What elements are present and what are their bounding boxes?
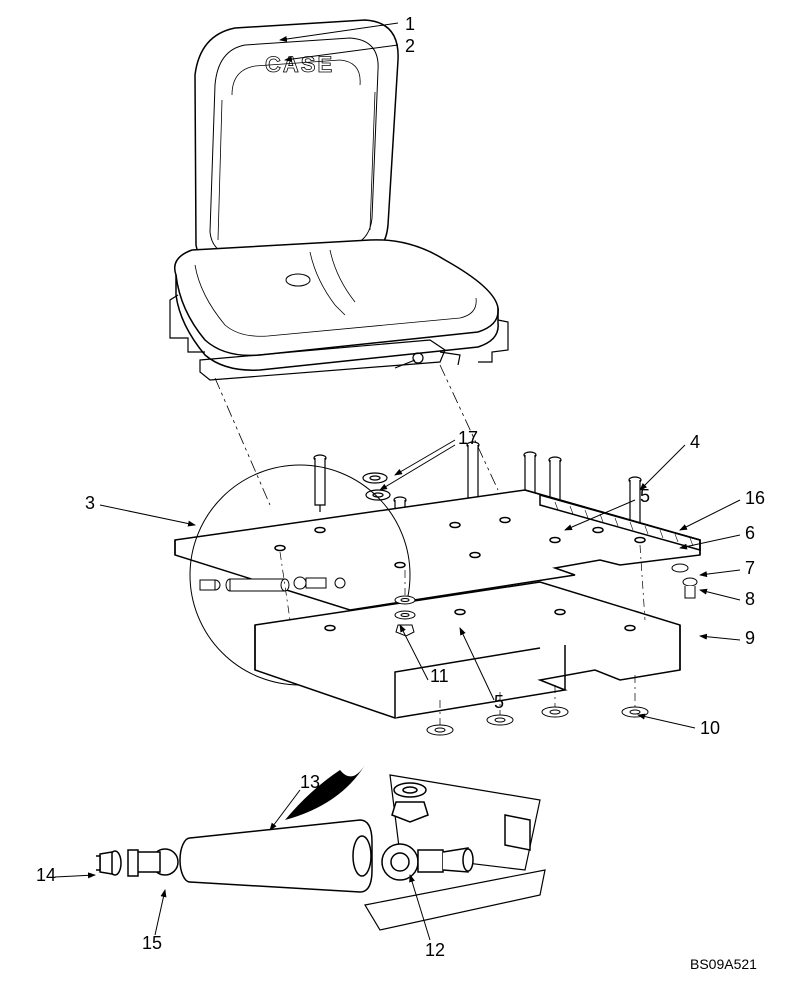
callout-4: 4 (690, 432, 700, 453)
washers-under (395, 596, 415, 636)
callout-15: 15 (142, 933, 162, 954)
seat-cushion (175, 240, 498, 370)
diagram-container: CASE (0, 0, 808, 1000)
callout-7: 7 (745, 558, 755, 579)
callout-17: 17 (458, 428, 478, 449)
callout-14: 14 (36, 865, 56, 886)
diagram-svg: CASE (0, 0, 808, 1000)
callout-16: 16 (745, 488, 765, 509)
seat-back: CASE (195, 20, 398, 270)
callout-5a: 5 (640, 486, 650, 507)
callout-8: 8 (745, 589, 755, 610)
top-plate (175, 490, 700, 610)
callout-2: 2 (405, 36, 415, 57)
callout-6: 6 (745, 523, 755, 544)
callout-10: 10 (700, 718, 720, 739)
callout-12: 12 (425, 940, 445, 961)
callout-3: 3 (85, 493, 95, 514)
detail-arrow (285, 765, 365, 820)
callout-13: 13 (300, 772, 320, 793)
hardware-edge (672, 564, 697, 598)
base-block (255, 582, 680, 718)
drawing-id: BS09A521 (690, 956, 757, 972)
callout-1: 1 (405, 14, 415, 35)
callout-9: 9 (745, 628, 755, 649)
projection-lines-seat (215, 365, 498, 505)
callout-5b: 5 (494, 692, 504, 713)
washers-bottom (427, 707, 648, 735)
callout-11: 11 (430, 666, 449, 687)
